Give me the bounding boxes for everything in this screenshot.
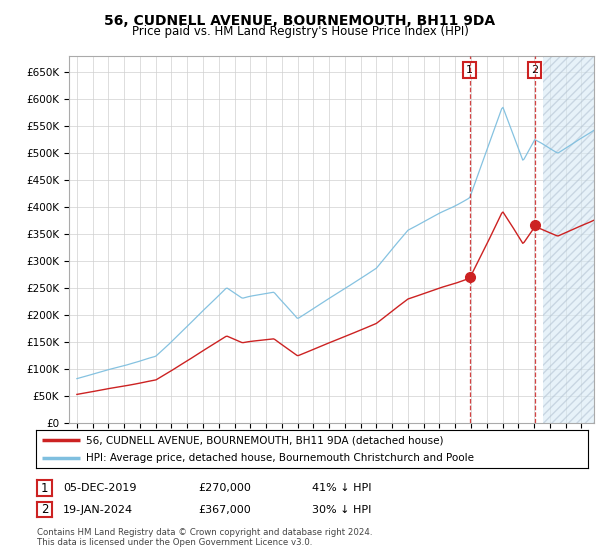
Text: 56, CUDNELL AVENUE, BOURNEMOUTH, BH11 9DA: 56, CUDNELL AVENUE, BOURNEMOUTH, BH11 9D… bbox=[104, 14, 496, 28]
Text: 2: 2 bbox=[531, 65, 538, 75]
Text: 30% ↓ HPI: 30% ↓ HPI bbox=[312, 505, 371, 515]
Text: 41% ↓ HPI: 41% ↓ HPI bbox=[312, 483, 371, 493]
Text: Contains HM Land Registry data © Crown copyright and database right 2024.
This d: Contains HM Land Registry data © Crown c… bbox=[37, 528, 373, 547]
Text: £270,000: £270,000 bbox=[198, 483, 251, 493]
Text: 1: 1 bbox=[466, 65, 473, 75]
Text: £367,000: £367,000 bbox=[198, 505, 251, 515]
Text: 19-JAN-2024: 19-JAN-2024 bbox=[63, 505, 133, 515]
Text: HPI: Average price, detached house, Bournemouth Christchurch and Poole: HPI: Average price, detached house, Bour… bbox=[86, 453, 473, 463]
Text: 56, CUDNELL AVENUE, BOURNEMOUTH, BH11 9DA (detached house): 56, CUDNELL AVENUE, BOURNEMOUTH, BH11 9D… bbox=[86, 435, 443, 445]
Text: 05-DEC-2019: 05-DEC-2019 bbox=[63, 483, 137, 493]
Text: 2: 2 bbox=[41, 503, 49, 516]
Text: Price paid vs. HM Land Registry's House Price Index (HPI): Price paid vs. HM Land Registry's House … bbox=[131, 25, 469, 38]
Text: 1: 1 bbox=[41, 482, 49, 495]
